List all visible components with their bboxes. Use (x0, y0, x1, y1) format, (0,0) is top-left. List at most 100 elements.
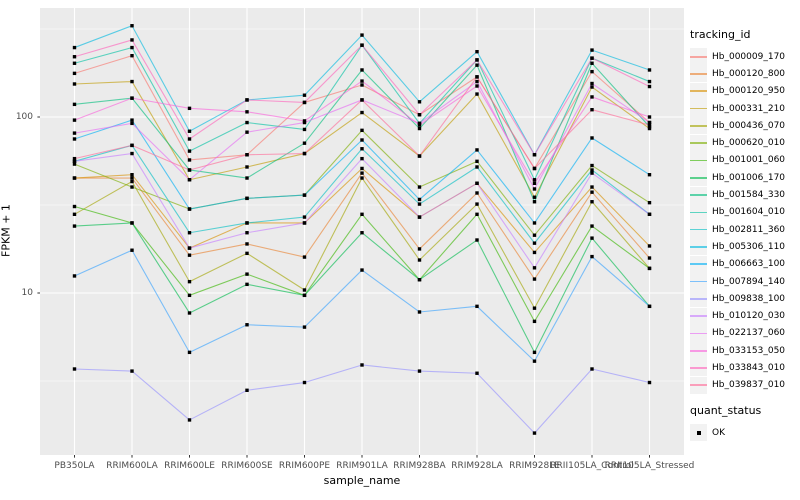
data-point (647, 125, 652, 129)
data-point (245, 153, 249, 157)
data-point (475, 58, 479, 62)
data-point (475, 84, 479, 88)
legend-item-label: Hb_000436_070 (712, 120, 786, 131)
data-point (360, 33, 364, 37)
data-point (475, 49, 479, 54)
data-point (360, 212, 364, 217)
data-point (302, 380, 307, 385)
legend-item-label: Hb_000331_210 (712, 103, 786, 114)
data-point (417, 247, 422, 251)
legend-key-line-icon (690, 359, 707, 377)
x-tick-label: RRIM928LE (509, 461, 560, 471)
x-tick-label: RRIM600LE (164, 461, 215, 471)
legend-item: Hb_001001_060 (690, 151, 800, 169)
data-point (187, 311, 192, 315)
data-point (187, 178, 192, 182)
data-point (532, 187, 537, 191)
legend-key-line-icon (690, 273, 707, 290)
data-point (245, 221, 249, 225)
data-point (590, 185, 594, 189)
data-point (302, 293, 307, 298)
data-point (647, 79, 652, 84)
data-point (72, 82, 77, 86)
legend: tracking_id Hb_000009_170 Hb_000120_800 Hb… (690, 28, 800, 442)
data-point (245, 120, 249, 125)
data-point (302, 93, 307, 97)
data-point (590, 190, 594, 194)
legend-item-label: Hb_000120_800 (712, 68, 786, 79)
data-point (245, 196, 249, 201)
legend-item-label: Hb_000009_170 (712, 51, 786, 62)
data-point (130, 369, 134, 373)
data-point (360, 79, 364, 83)
data-point (130, 185, 134, 189)
data-point (302, 141, 307, 145)
data-point (647, 84, 652, 89)
data-point (187, 418, 192, 422)
data-point (532, 350, 537, 355)
legend-item: Hb_007894_140 (690, 273, 800, 290)
data-point (360, 43, 364, 47)
legend-item-label: Hb_010120_030 (712, 311, 786, 322)
data-point (590, 61, 594, 65)
data-point (245, 242, 249, 246)
data-point (245, 388, 249, 393)
data-point (590, 108, 594, 112)
legend-key-line-icon (690, 342, 707, 360)
data-point (187, 253, 192, 257)
data-point (72, 367, 77, 371)
data-point (590, 95, 594, 99)
legend-item: Hb_000120_950 (690, 82, 800, 100)
legend-item: Hb_000009_170 (690, 48, 800, 66)
data-point (187, 231, 192, 235)
legend-item-label: Hb_001001_060 (712, 155, 786, 166)
data-point (187, 350, 192, 355)
data-point (187, 246, 192, 250)
data-point (360, 171, 364, 175)
legend-item-label: Hb_009838_100 (712, 293, 786, 304)
data-point (417, 185, 422, 189)
data-point (475, 159, 479, 164)
legend-item-ok: OK (690, 424, 800, 442)
data-point (302, 151, 307, 156)
data-point (245, 231, 249, 235)
data-point (475, 92, 479, 96)
legend-item: Hb_022137_060 (690, 324, 800, 342)
legend-item-label: Hb_001584_330 (712, 190, 786, 201)
data-point (130, 221, 134, 225)
data-point (187, 158, 192, 162)
legend-item-label: Hb_000120_950 (712, 86, 786, 97)
data-point (130, 248, 134, 252)
legend-key-line-icon (690, 82, 707, 100)
data-point (532, 221, 537, 225)
data-point (475, 304, 479, 309)
data-point (417, 215, 422, 219)
data-point (72, 212, 77, 217)
data-point (532, 195, 537, 199)
data-point (647, 256, 652, 260)
legend-key-line-icon (690, 255, 707, 273)
data-point (417, 310, 422, 314)
data-point (475, 148, 479, 152)
data-point (360, 128, 364, 133)
legend-item-label: Hb_001006_170 (712, 172, 786, 183)
data-point (647, 304, 652, 309)
data-point (532, 166, 537, 171)
data-point (532, 266, 537, 270)
ok-square-icon (690, 424, 707, 442)
data-point (647, 120, 652, 125)
data-point (245, 130, 249, 134)
legend-item: Hb_010120_030 (690, 307, 800, 325)
data-point (187, 137, 192, 141)
data-point (590, 236, 594, 240)
data-point (590, 56, 594, 60)
data-point (187, 168, 192, 172)
data-point (417, 278, 422, 282)
legend-key-line-icon (690, 151, 707, 169)
data-point (647, 173, 652, 177)
legend-key-line-icon (690, 307, 707, 325)
data-point (130, 179, 134, 184)
y-tick-label: 10 (21, 288, 33, 298)
